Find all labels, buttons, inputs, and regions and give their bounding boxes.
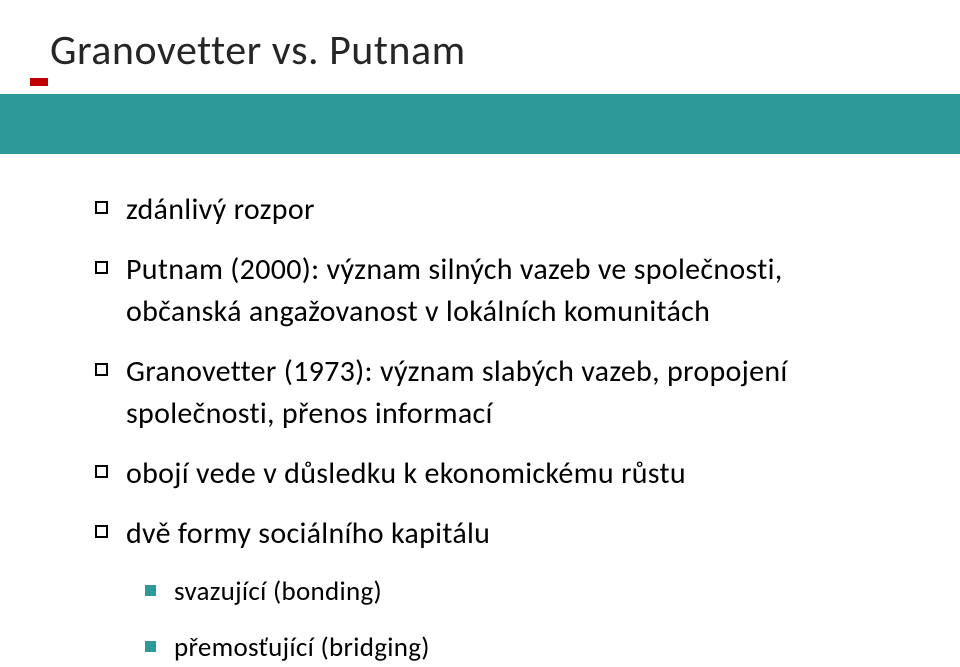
content-area: zdánlivý rozpor Putnam (2000): význam si… (0, 154, 960, 667)
filled-bullet-icon (145, 641, 156, 652)
bullet-text: obojí vede v důsledku k ekonomickému růs… (126, 453, 686, 495)
bullet-text: Putnam (2000): význam silných vazeb ve s… (126, 249, 890, 333)
bullet-text: zdánlivý rozpor (126, 189, 315, 231)
filled-bullet-icon (145, 585, 156, 596)
bullet-item: Putnam (2000): význam silných vazeb ve s… (95, 249, 890, 333)
sub-bullet-item: svazující (bonding) (145, 573, 890, 611)
bullet-item: obojí vede v důsledku k ekonomickému růs… (95, 453, 890, 495)
square-bullet-icon (95, 465, 108, 478)
square-bullet-icon (95, 201, 108, 214)
bullet-item: zdánlivý rozpor (95, 189, 890, 231)
red-accent-bar (30, 78, 48, 86)
bullet-text: Granovetter (1973): význam slabých vazeb… (126, 351, 890, 435)
square-bullet-icon (95, 261, 108, 274)
title-area: Granovetter vs. Putnam (0, 0, 960, 76)
bullet-item: Granovetter (1973): význam slabých vazeb… (95, 351, 890, 435)
sub-bullet-item: přemosťující (bridging) (145, 629, 890, 667)
bullet-item: dvě formy sociálního kapitálu (95, 513, 890, 555)
bullet-text: přemosťující (bridging) (174, 629, 430, 667)
bullet-text: dvě formy sociálního kapitálu (126, 513, 490, 555)
teal-divider-bar (0, 94, 960, 154)
square-bullet-icon (95, 363, 108, 376)
square-bullet-icon (95, 525, 108, 538)
bullet-text: svazující (bonding) (174, 573, 382, 611)
slide-title: Granovetter vs. Putnam (50, 25, 960, 76)
